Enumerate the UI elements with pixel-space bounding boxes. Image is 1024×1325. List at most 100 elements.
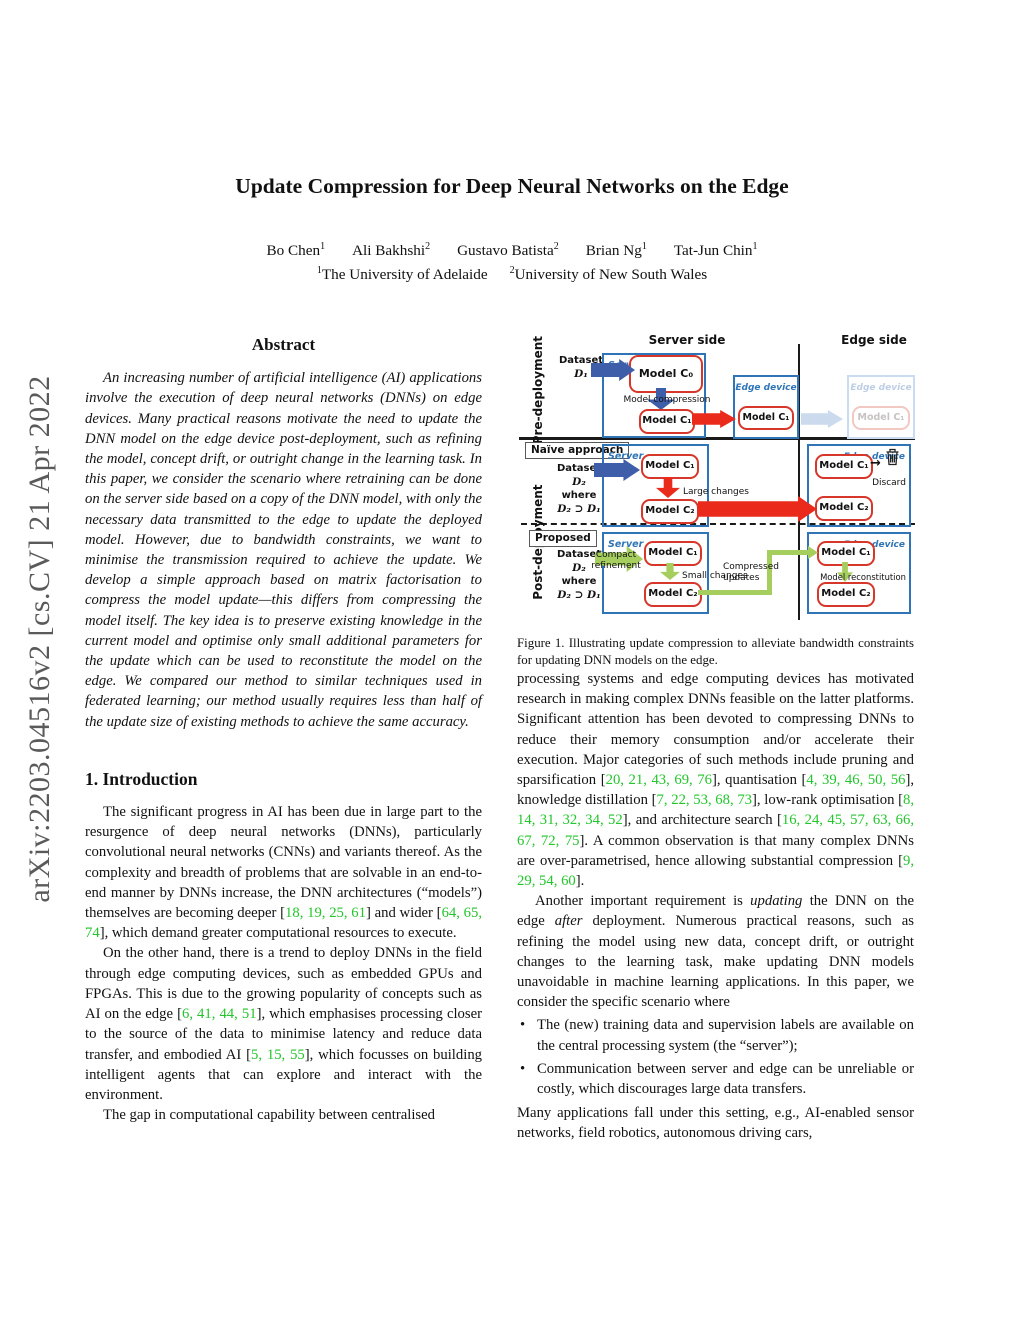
citation-link[interactable]: 8, 14, 31, 32, 34, 52 [517,792,914,829]
train-arrow-icon [591,359,635,381]
model-c1-server-box: Model C₁ [639,409,695,434]
left-column: Abstract An increasing number of artific… [85,335,482,1125]
text-segment: deployment. Numerous practical reasons, … [517,913,914,1011]
affiliation-list: 1The University of Adelaide 2University … [0,265,1024,284]
paragraph: Another important requirement is updatin… [517,891,914,1012]
list-item: • The (new) training data and supervisio… [517,1015,914,1055]
text-segment: Many applications fall under this settin… [517,1105,914,1142]
text-segment: ], which emphasises processing closer to… [85,1006,483,1063]
bullet-icon: • [520,1017,526,1034]
paragraph: On the other hand, there is a trend to d… [85,943,482,1105]
citation-link[interactable]: 64, 65, 74 [85,905,483,942]
text-segment: ], and architecture search [ [622,812,782,829]
text-segment: Another important requirement is [535,893,751,910]
figure-header-server-side: Server side [648,333,726,347]
citation-link[interactable]: 9, 29, 54, 60 [517,852,914,890]
model-c1-edge-box: Model C₁ [738,406,794,430]
arxiv-watermark: arXiv:2203.04516v2 [cs.CV] 21 Apr 2022 [23,375,56,903]
text-segment: On the other hand, there is a trend to d… [85,945,482,1023]
edge-device-box-ghost: Edge device [847,375,915,439]
compressed-updates-connector [767,550,809,555]
text-segment: after [554,913,583,930]
edge-device-ghost-label: Edge device [850,383,912,393]
large-changes-label: Large changes [683,487,749,497]
model-c1-ghost-box: Model C₁ [852,406,910,430]
figure-1-caption: Figure 1. Illustrating update compressio… [517,636,914,667]
citation-link[interactable]: 6, 41, 44, 51 [181,1006,257,1023]
compact-refinement-label: Compact refinement [591,550,641,571]
citation-link[interactable]: 4, 39, 46, 50, 56 [806,772,906,789]
text-segment: ], knowledge distillation [ [517,772,915,809]
text-segment: the DNN on the edge [517,893,914,930]
paragraph: The significant progress in AI has been … [85,802,482,943]
retrain-arrow-icon [594,459,640,481]
author: Tat-Jun Chin1 [673,241,758,260]
server-box-proposed: Server [602,532,709,614]
naive-proposed-divider [521,523,915,525]
compressed-updates-connector [698,590,772,595]
author-list: Bo Chen1 Ali Bakhshi2 Gustavo Batista2 B… [0,241,1024,260]
text-segment: updating [750,893,803,910]
clone-arrow-icon [692,410,736,428]
bullet-list: • The (new) training data and supervisio… [517,1015,914,1099]
citation-link[interactable]: 16, 24, 45, 57, 63, 66, 67, 72, 75 [517,812,915,849]
small-changes-label: Small changes [682,571,748,581]
dataset-d2-label-naive: Dataset D₂ where D₂ ⊃ D₁ [556,463,602,515]
server-edge-divider [798,344,800,620]
text-segment: ], which demand greater computational re… [99,925,457,942]
model-c2-naive-box: Model C₂ [641,499,699,524]
model-c2-proposed-box: Model C₂ [644,582,702,607]
text-segment: ]. [575,873,585,890]
citation-link[interactable]: 20, 21, 43, 69, 76 [605,772,712,789]
edge-device-box-proposed: Edge device [807,532,911,614]
figure-1-diagram: Server side Edge side Pre-deployment Pos… [517,332,917,626]
citation-link[interactable]: 5, 15, 55 [251,1046,305,1063]
server-label: Server [608,539,644,550]
affiliation: 2University of New South Wales [509,265,708,284]
model-compression-label: Model compression [623,395,711,405]
row-label-pre-deployment: Pre-deployment [530,335,545,445]
discard-label: Discard [872,478,906,488]
author: Bo Chen1 [266,241,326,260]
model-c1-naive-edge-box: Model C₁ [815,454,873,479]
trash-icon [886,448,899,466]
affiliation: 1The University of Adelaide [316,265,488,284]
paragraph: The gap in computational capability betw… [85,1105,482,1125]
bullet-icon: • [520,1060,526,1077]
paper-title: Update Compression for Deep Neural Netwo… [235,174,789,198]
compressed-updates-arrowhead-icon [808,546,818,559]
edge-device-box-naive: Edge device [807,444,911,527]
server-box-naive: Server [602,444,709,527]
model-c2-proposed-edge-box: Model C₂ [817,582,875,607]
list-item: • Communication between server and edge … [517,1059,914,1099]
model-c2-naive-edge-box: Model C₂ [815,496,873,521]
model-c1-naive-box: Model C₁ [641,454,699,479]
dataset-d2-label-proposed: Dataset D₂ where D₂ ⊃ D₁ [556,549,602,601]
compressed-updates-label: Compressed updates [723,562,779,583]
citation-link[interactable]: 7, 22, 53, 68, 73 [656,792,753,809]
author: Gustavo Batista2 [457,241,559,260]
compressed-updates-connector [767,550,772,595]
edge-device-label: Edge device [843,540,905,550]
pre-post-divider [519,437,915,440]
text-segment: ], which focusses on building intelligen… [85,1046,483,1103]
text-segment: ] and wider [ [365,905,442,922]
abstract-heading: Abstract [251,335,316,354]
citation-link[interactable]: 18, 19, 25, 61 [285,905,366,922]
right-column: Server side Edge side Pre-deployment Pos… [517,332,917,1144]
model-c1-proposed-box: Model C₁ [644,541,702,566]
text-segment: ]. A common observation is that many com… [517,832,914,869]
text-segment: ], low-rank optimisation [ [752,792,903,809]
abstract-text: An increasing number of artificial intel… [85,370,482,730]
server-label: Server [608,451,644,462]
edge-device-label: Edge device [843,452,905,462]
model-c0-box: Model C₀ [629,355,703,393]
text-segment: processing systems and edge computing de… [517,671,914,789]
paragraph: Many applications fall under this settin… [517,1103,914,1143]
figure-header-edge-side: Edge side [841,333,907,347]
deploy-arrow-icon [801,410,843,428]
dataset-d1-label: Dataset D₁ [558,355,604,380]
section-heading-introduction: 1. Introduction [85,768,198,789]
proposed-tag: Proposed [529,530,597,547]
